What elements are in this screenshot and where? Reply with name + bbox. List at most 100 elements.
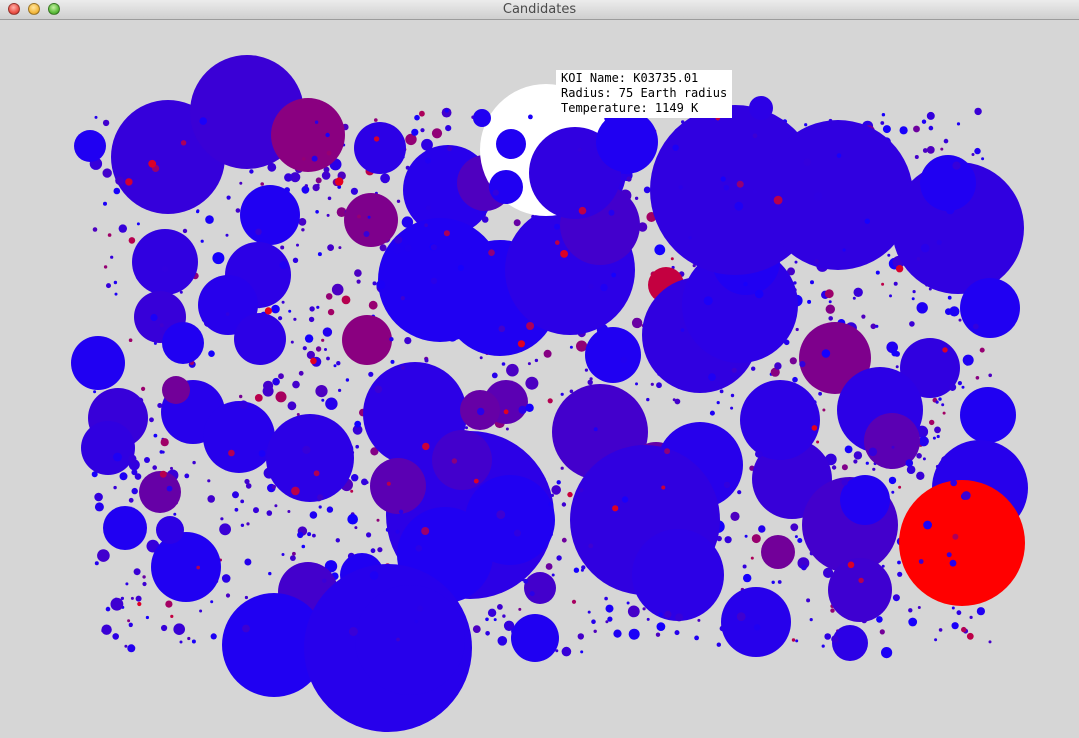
candidate-dot[interactable] [581,565,586,570]
candidate-dot[interactable] [556,480,561,485]
candidate-dot[interactable] [376,518,380,522]
candidate-dot[interactable] [199,609,203,613]
candidate-dot[interactable] [868,447,878,457]
candidate-dot[interactable] [743,281,748,287]
candidate-dot[interactable] [325,132,330,138]
candidate-dot[interactable] [674,630,680,636]
candidate-dot[interactable] [787,267,795,276]
candidate-dot[interactable] [942,347,948,353]
candidate-dot[interactable] [799,361,806,368]
candidate-bubble[interactable] [899,480,1025,606]
candidate-dot[interactable] [213,578,219,584]
candidate-dot[interactable] [240,523,245,527]
candidate-dot[interactable] [493,618,497,622]
candidate-dot[interactable] [419,110,425,117]
candidate-dot[interactable] [905,459,914,467]
candidate-bubble[interactable] [799,322,871,394]
candidate-dot[interactable] [723,184,730,191]
candidate-dot[interactable] [401,365,405,370]
candidate-dot[interactable] [390,359,395,364]
candidate-dot[interactable] [889,294,892,298]
candidate-dot[interactable] [354,269,362,277]
candidate-dot[interactable] [128,454,137,463]
candidate-dot[interactable] [370,447,379,456]
candidate-dot[interactable] [571,599,577,604]
candidate-dot[interactable] [240,499,245,504]
candidate-dot[interactable] [335,538,340,543]
candidate-dot[interactable] [626,176,632,182]
candidate-dot[interactable] [708,373,716,381]
candidate-dot[interactable] [744,534,748,538]
candidate-dot[interactable] [577,633,584,640]
candidate-dot[interactable] [806,598,811,603]
candidate-dot[interactable] [794,535,798,539]
candidate-dot[interactable] [730,406,734,410]
candidate-dot[interactable] [952,161,961,170]
candidate-dot[interactable] [396,199,401,203]
candidate-dot[interactable] [296,413,300,416]
candidate-dot[interactable] [333,364,337,368]
candidate-dot[interactable] [864,218,870,224]
candidate-dot[interactable] [628,628,640,640]
candidate-dot[interactable] [650,382,654,386]
candidate-dot[interactable] [560,250,568,258]
candidate-dot[interactable] [420,128,425,133]
candidate-dot[interactable] [875,270,880,275]
candidate-dot[interactable] [292,257,299,263]
candidate-dot[interactable] [369,571,379,580]
candidate-dot[interactable] [793,281,797,285]
candidate-dot[interactable] [804,123,808,127]
candidate-dot[interactable] [239,400,248,410]
candidate-dot[interactable] [317,494,324,501]
candidate-dot[interactable] [309,306,315,312]
candidate-dot[interactable] [315,177,322,184]
candidate-dot[interactable] [314,415,319,420]
candidate-dot[interactable] [966,632,974,640]
candidate-dot[interactable] [801,564,807,571]
candidate-dot[interactable] [135,595,142,602]
candidate-dot[interactable] [514,529,521,537]
candidate-dot[interactable] [675,613,684,622]
candidate-dot[interactable] [920,243,930,253]
candidate-dot[interactable] [895,265,904,273]
candidate-dot[interactable] [290,555,296,561]
candidate-dot[interactable] [91,471,98,478]
candidate-dot[interactable] [828,316,833,321]
candidate-dot[interactable] [425,205,431,211]
candidate-dot[interactable] [153,433,158,438]
candidate-dot[interactable] [751,366,756,371]
candidate-dot[interactable] [916,257,921,261]
candidate-dot[interactable] [234,507,239,512]
candidate-dot[interactable] [487,608,497,617]
candidate-dot[interactable] [894,594,899,600]
candidate-dot[interactable] [279,261,288,270]
candidate-dot[interactable] [811,425,818,431]
candidate-dot[interactable] [351,474,359,482]
candidate-dot[interactable] [923,520,932,530]
candidate-dot[interactable] [422,442,430,451]
candidate-dot[interactable] [853,287,863,297]
candidate-dot[interactable] [946,552,952,558]
candidate-dot[interactable] [526,322,535,330]
candidate-dot[interactable] [612,505,619,512]
candidate-dot[interactable] [150,313,158,322]
candidate-dot[interactable] [274,504,278,508]
candidate-bubbles[interactable] [0,20,1079,738]
candidate-dot[interactable] [753,624,761,631]
candidate-dot[interactable] [807,299,812,304]
candidate-dot[interactable] [941,403,945,407]
candidate-dot[interactable] [245,483,252,489]
candidate-dot[interactable] [656,382,662,389]
candidate-dot[interactable] [173,623,185,635]
candidate-dot[interactable] [424,223,428,227]
candidate-dot[interactable] [137,601,142,607]
candidate-dot[interactable] [485,631,490,636]
candidate-dot[interactable] [556,555,562,561]
candidate-dot[interactable] [876,616,883,623]
candidate-dot[interactable] [481,216,489,223]
candidate-dot[interactable] [485,617,489,622]
candidate-dot[interactable] [742,564,747,569]
candidate-dot[interactable] [731,367,737,373]
candidate-dot[interactable] [93,390,97,394]
candidate-dot[interactable] [414,619,419,624]
